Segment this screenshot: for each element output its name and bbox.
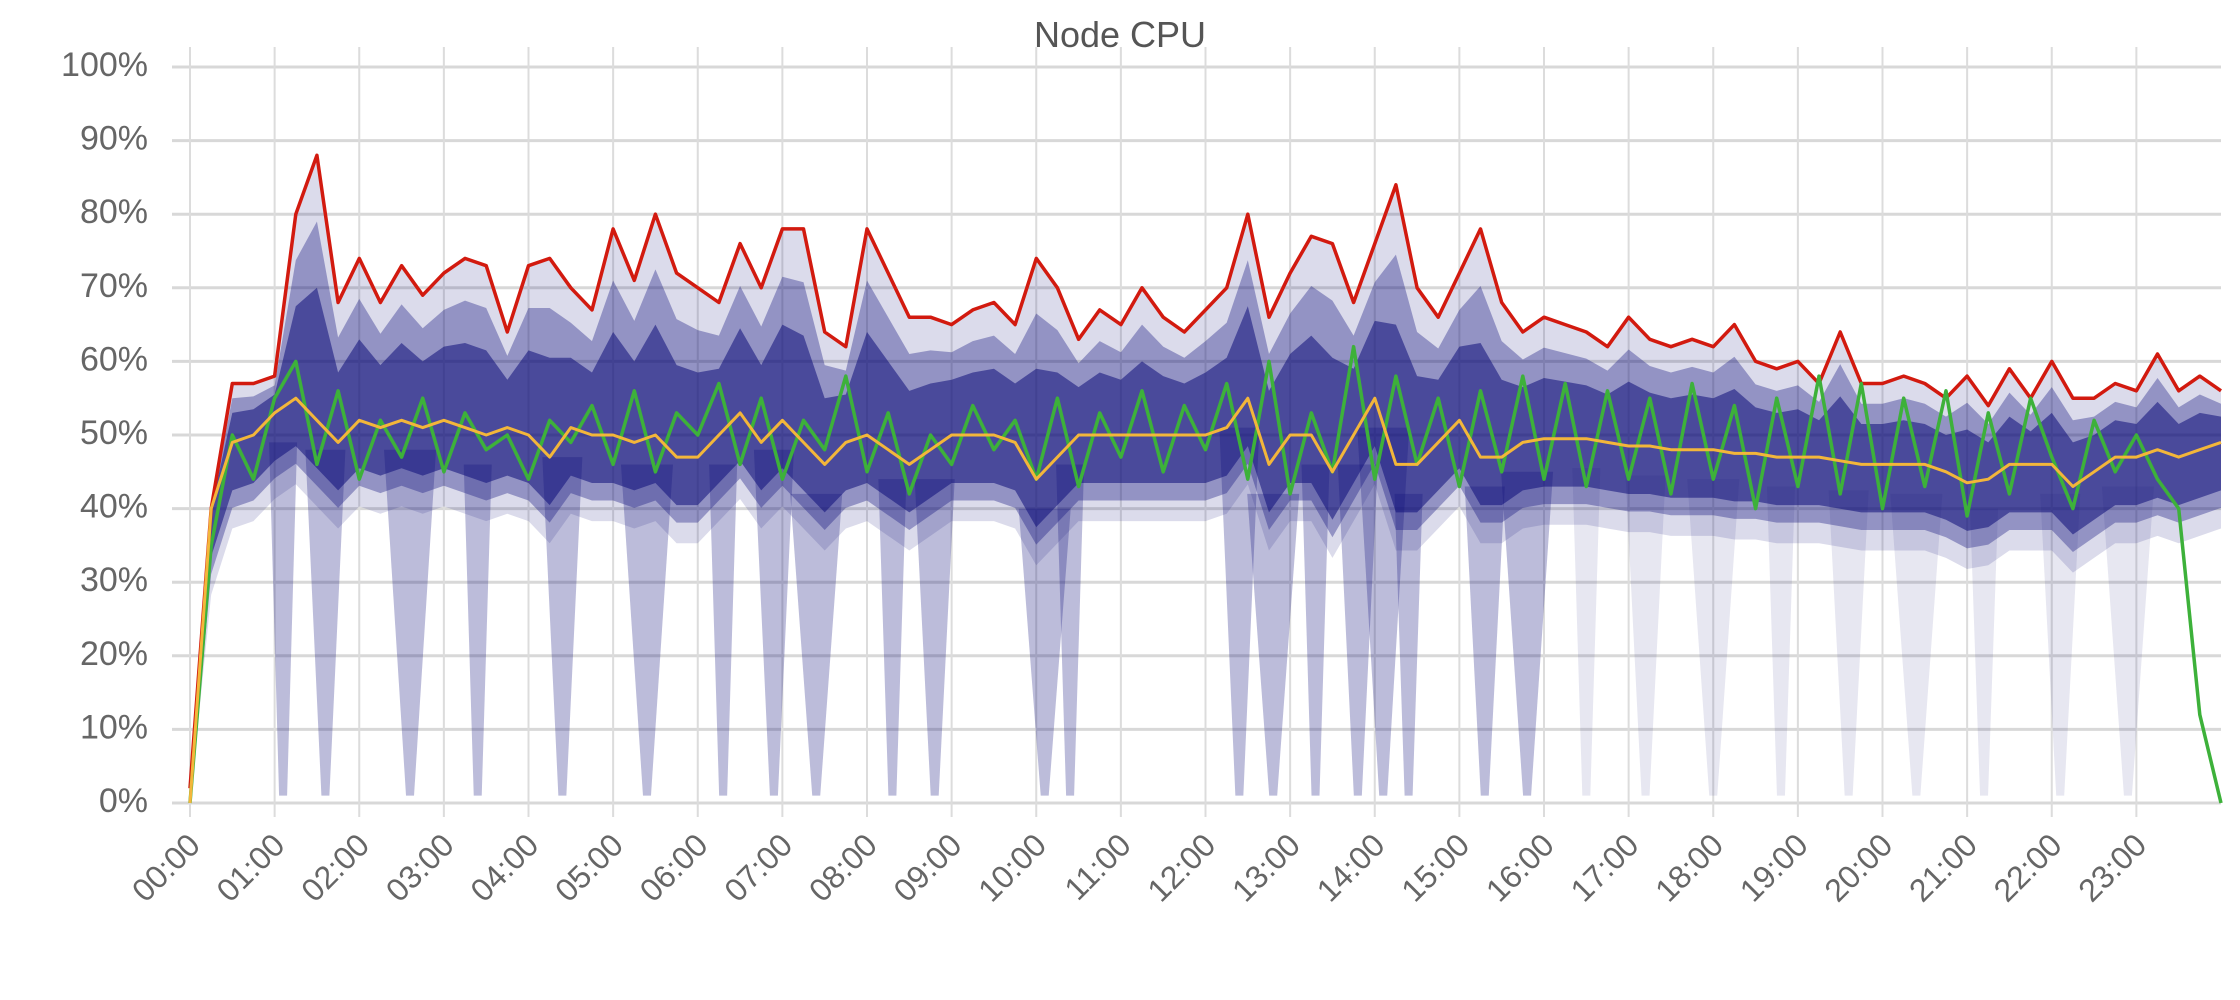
density-streak [2040,493,2081,796]
x-tick-label: 20:00 [1817,826,1899,908]
x-tick-label: 16:00 [1479,826,1561,908]
density-streak [1572,468,1601,796]
x-tick-label: 21:00 [1902,826,1984,908]
y-tick-label: 60% [80,340,148,378]
density-streak [1247,493,1300,796]
series-line [188,153,2222,789]
density-streak [878,479,907,796]
density-streak [1501,471,1554,796]
y-tick-label: 100% [61,46,148,84]
x-tick-label: 13:00 [1225,826,1307,908]
density-streak [914,479,955,796]
density-streak [305,449,346,796]
x-tick-label: 11:00 [1057,826,1137,906]
y-tick-label: 20% [80,635,148,673]
y-tick-label: 90% [80,120,148,158]
density-streak [1337,464,1378,796]
grid [172,47,2221,817]
y-tick-label: 0% [99,782,148,820]
x-tick-label: 15:00 [1394,826,1476,908]
x-tick-label: 06:00 [633,826,715,908]
y-tick-label: 70% [80,267,148,305]
density-layer [190,287,2221,803]
density-streak [1828,490,1869,796]
x-tick-label: 22:00 [1987,826,2069,908]
density-layer [190,221,2221,803]
density-streak [1687,479,1740,796]
y-axis: 0% 10% 20% 30% 40% 50% 60% 70% 80% 90% 100% [61,46,148,820]
x-tick-label: 23:00 [2071,826,2153,908]
density-streak [1890,493,1943,796]
series-line [188,344,2223,804]
x-tick-label: 02:00 [294,826,376,908]
x-tick-label: 07:00 [717,826,799,908]
density-streak [1219,427,1260,796]
x-tick-label: 09:00 [886,826,968,908]
density-streak [1394,493,1423,796]
y-tick-label: 10% [80,708,148,746]
x-tick-label: 18:00 [1648,826,1730,908]
x-tick-label: 10:00 [971,826,1053,908]
x-axis: 00:00 01:00 02:00 03:00 04:00 05:00 06:00 07:00… [125,826,2153,908]
density-streak [1018,508,1071,796]
x-tick-label: 05:00 [548,826,630,908]
density-streak [542,457,583,796]
x-tick-label: 17:00 [1563,826,1645,908]
y-tick-label: 50% [80,414,148,452]
density-streak [1464,486,1505,796]
x-tick-label: 03:00 [379,826,461,908]
y-tick-label: 30% [80,561,148,599]
density-streak [1357,427,1410,796]
density-streak [384,449,437,796]
series-line [188,396,2222,804]
density-streak [1970,508,1999,796]
x-tick-label: 01:00 [209,826,291,908]
density-streak [709,464,738,796]
x-tick-label: 00:00 [125,826,207,908]
density-streak [1766,486,1795,796]
density-band [190,155,2221,803]
x-tick-label: 04:00 [463,826,545,908]
series-lines [188,153,2223,804]
density-streak [790,493,843,796]
density-streak [463,464,492,796]
x-tick-label: 14:00 [1310,826,1392,908]
density-streak [1056,464,1085,796]
density-streak [269,442,298,796]
x-tick-label: 12:00 [1140,826,1222,908]
density-streak [2101,486,2154,796]
x-tick-label: 08:00 [802,826,884,908]
density-streak [753,449,794,796]
density-streak [1301,464,1330,796]
y-tick-label: 40% [80,488,148,526]
y-tick-label: 80% [80,193,148,231]
density-streak [620,464,673,796]
density-streak [1625,475,1666,796]
x-tick-label: 19:00 [1733,826,1815,908]
